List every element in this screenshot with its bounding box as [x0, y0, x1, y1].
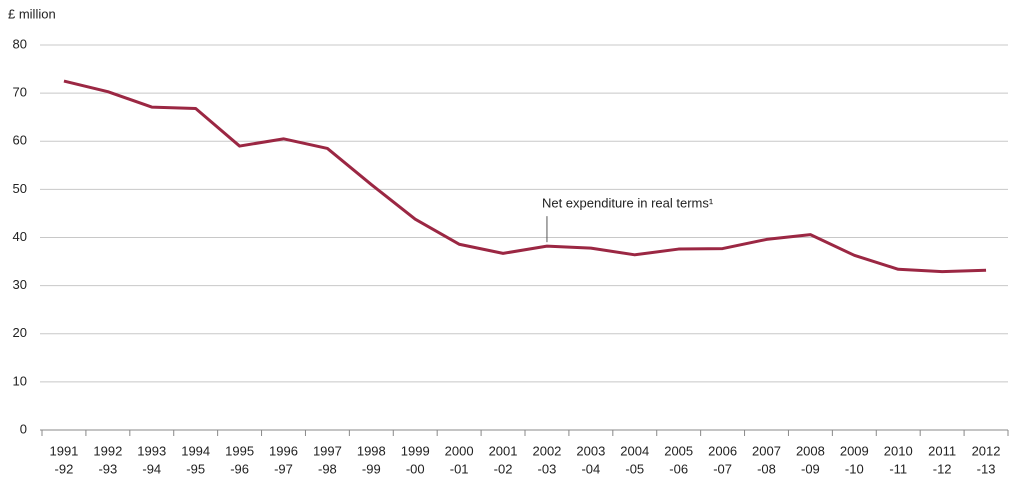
x-tick-label: 2009	[840, 443, 869, 458]
y-tick-label: 0	[20, 421, 27, 436]
x-tick-label: 2000	[445, 443, 474, 458]
y-axis-label: £ million	[8, 6, 56, 21]
x-tick-label: 2002	[532, 443, 561, 458]
line-series	[63, 79, 987, 274]
x-tick-label: -92	[55, 461, 74, 476]
x-tick-label: -01	[450, 461, 469, 476]
annotation: Net expenditure in real terms¹	[542, 196, 714, 211]
x-tick-label: 1991	[49, 443, 78, 458]
x-tick-label: 1999	[401, 443, 430, 458]
x-tick-label: 2007	[752, 443, 781, 458]
x-tick-label: -04	[581, 461, 600, 476]
x-tick-label: 2003	[576, 443, 605, 458]
x-tick-label: -02	[494, 461, 513, 476]
x-tick-label: 1994	[181, 443, 210, 458]
x-tick-label: -10	[845, 461, 864, 476]
x-tick-label: -94	[142, 461, 161, 476]
x-tick-label: 1993	[137, 443, 166, 458]
x-tick-label: 2012	[972, 443, 1001, 458]
x-tick-label: 2011	[928, 443, 956, 458]
y-tick-label: 30	[13, 277, 27, 292]
x-tick-label: -99	[362, 461, 381, 476]
x-tick-label: -97	[274, 461, 293, 476]
x-tick-label: 1997	[313, 443, 342, 458]
x-tick-label: -96	[230, 461, 249, 476]
x-tick-label: -13	[977, 461, 996, 476]
x-tick-label: 2010	[884, 443, 913, 458]
x-tick-label: -00	[406, 461, 425, 476]
x-tick-label: -12	[933, 461, 952, 476]
y-tick-label: 40	[13, 229, 27, 244]
y-tick-label: 50	[13, 181, 27, 196]
y-tick-label: 80	[13, 36, 27, 51]
x-tick-label: -05	[625, 461, 644, 476]
y-tick-label: 70	[13, 85, 27, 100]
x-tick-label: 1995	[225, 443, 254, 458]
x-tick-label: -08	[757, 461, 776, 476]
x-tick-label: 1992	[93, 443, 122, 458]
y-tick-label: 60	[13, 133, 27, 148]
x-tick-label: 2006	[708, 443, 737, 458]
x-tick-label: -06	[669, 461, 688, 476]
x-tick-label: -93	[98, 461, 117, 476]
x-tick-label: -07	[713, 461, 732, 476]
x-tick-label: -11	[889, 461, 907, 476]
x-tick-label: 2008	[796, 443, 825, 458]
x-tick-label: -03	[538, 461, 557, 476]
y-tick-label: 20	[13, 325, 27, 340]
x-tick-label: -95	[186, 461, 205, 476]
y-tick-label: 10	[13, 373, 27, 388]
x-tick-label: 1996	[269, 443, 298, 458]
x-tick-label: 1998	[357, 443, 386, 458]
x-tick-label: 2001	[489, 443, 518, 458]
x-tick-label: -98	[318, 461, 337, 476]
x-tick-label: 2005	[664, 443, 693, 458]
x-tick-label: 2004	[620, 443, 649, 458]
x-tick-label: -09	[801, 461, 820, 476]
